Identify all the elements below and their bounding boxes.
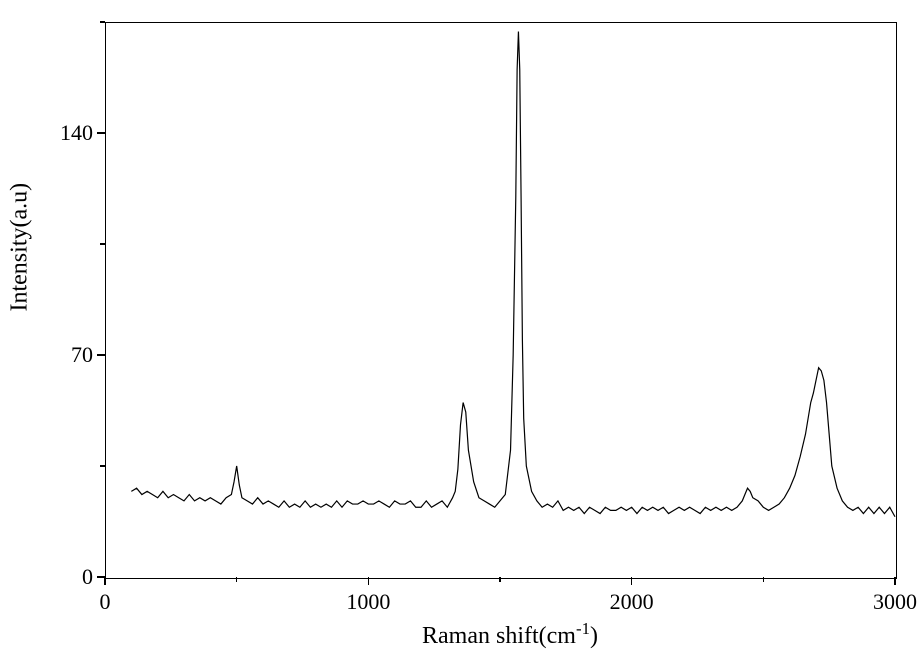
x-minor-tick — [236, 577, 238, 582]
y-minor-tick — [100, 465, 105, 467]
y-minor-tick — [100, 21, 105, 23]
x-label-suffix: ) — [590, 623, 598, 649]
x-tick-label: 2000 — [592, 589, 672, 615]
x-tick-label: 0 — [65, 589, 145, 615]
x-tick — [368, 577, 370, 585]
y-tick — [97, 354, 105, 356]
x-tick — [104, 577, 106, 585]
x-tick-label: 1000 — [328, 589, 408, 615]
y-minor-tick — [100, 243, 105, 245]
y-tick-label: 70 — [45, 342, 93, 368]
raman-spectrum-chart: Intensity(a.u) Raman shift(cm-1) 0 1000 20… — [0, 0, 923, 658]
y-tick-label: 0 — [45, 564, 93, 590]
x-tick — [894, 577, 896, 585]
x-tick — [631, 577, 633, 585]
x-axis-label: Raman shift(cm-1) — [400, 619, 620, 650]
y-tick — [97, 132, 105, 134]
spectrum-line — [0, 0, 923, 658]
x-tick-label: 3000 — [855, 589, 923, 615]
x-label-prefix: Raman shift(cm — [422, 623, 576, 649]
y-axis-label: Intensity(a.u) — [7, 291, 34, 311]
y-tick — [97, 576, 105, 578]
x-label-sup: -1 — [576, 619, 590, 638]
x-minor-tick — [499, 577, 501, 582]
x-minor-tick — [763, 577, 765, 582]
y-tick-label: 140 — [45, 120, 93, 146]
